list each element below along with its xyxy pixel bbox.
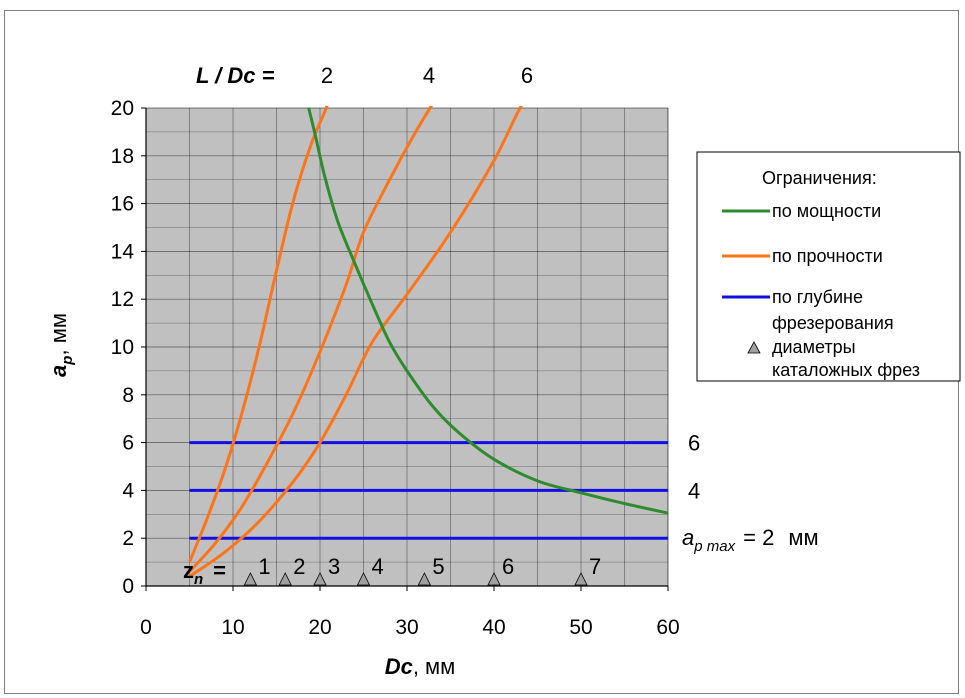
top-label-value: 4: [423, 63, 435, 88]
series-group: [188, 106, 669, 586]
legend-title: Ограничения:: [762, 168, 877, 188]
legend-item-depth-line2: фрезерования: [772, 313, 894, 333]
strength-curve-6: [188, 106, 524, 578]
catalog-diameter-marker: [487, 572, 501, 586]
ap-max-unit: мм: [788, 525, 818, 550]
depth-line-label: 6: [688, 431, 700, 456]
top-label-value: 6: [521, 63, 533, 88]
legend-swatch-triangle: [747, 341, 761, 354]
x-axis-title: Dc, мм: [385, 654, 456, 679]
legend-item-strength: по прочности: [772, 246, 883, 266]
catalog-diameter-marker: [243, 572, 258, 586]
ap-max-value: = 2: [743, 525, 774, 550]
y-tick-label: 0: [122, 575, 134, 598]
x-tick-label: 30: [395, 616, 418, 639]
y-tick-label: 2: [122, 527, 134, 550]
zn-value-label: 2: [293, 554, 305, 579]
zn-value-label: 7: [589, 554, 601, 579]
zn-value-label: 1: [258, 554, 270, 579]
y-tick-label: 12: [111, 288, 134, 311]
strength-curve-2: [188, 106, 329, 563]
grid-lines: [146, 108, 668, 586]
zn-sub: n: [194, 571, 203, 588]
x-tick-label: 50: [569, 616, 592, 639]
y-tick-label: 6: [122, 432, 134, 455]
legend-item-power: по мощности: [772, 201, 881, 221]
x-tick-label: 20: [308, 616, 331, 639]
x-axis-title-main: Dc: [385, 654, 413, 679]
y-axis-title-unit: , мм: [46, 313, 71, 355]
legend: Ограничения: по мощности по прочности по…: [696, 151, 961, 382]
x-axis-title-unit: , мм: [413, 654, 455, 679]
top-label-value: 2: [321, 63, 333, 88]
legend-item-depth-line1: по глубине: [772, 287, 863, 307]
power-curve: [307, 107, 669, 515]
ap-max-main: a: [682, 525, 694, 550]
y-axis-title-sub: p: [59, 356, 76, 366]
catalog-diameter-marker: [417, 572, 432, 586]
y-tick-label: 18: [111, 145, 134, 168]
y-axis-title: ap, мм: [46, 313, 76, 377]
ap-max-label: ap max = 2 мм: [682, 525, 819, 555]
zn-label: zn =: [183, 558, 226, 588]
zn-value-label: 6: [502, 554, 514, 579]
ap-max-sub: p max: [693, 538, 735, 555]
catalog-diameter-marker: [313, 572, 327, 586]
strength-curve-4: [188, 106, 434, 573]
top-label-prefix: L / Dc =: [196, 63, 275, 88]
legend-item-diam-line1: диаметры: [772, 337, 856, 357]
x-tick-label: 10: [221, 616, 244, 639]
zn-value-label: 5: [432, 554, 444, 579]
y-axis-title-main: a: [46, 365, 71, 377]
y-tick-label: 10: [111, 336, 134, 359]
zn-value-label: 4: [372, 554, 384, 579]
catalog-diameter-marker: [574, 572, 588, 586]
y-tick-label: 14: [111, 240, 135, 263]
legend-box: [696, 151, 961, 382]
catalog-diameter-marker: [356, 572, 371, 586]
legend-item-diam-line2: каталожных фрез: [772, 360, 920, 380]
zn-value-label: 3: [328, 554, 340, 579]
y-tick-label: 8: [122, 384, 134, 407]
x-tick-label: 60: [656, 616, 679, 639]
catalog-diameter-marker: [278, 572, 292, 586]
x-tick-label: 0: [140, 616, 152, 639]
zn-eq: =: [213, 558, 226, 583]
zn-main: z: [183, 558, 194, 583]
y-tick-label: 4: [122, 479, 134, 502]
x-tick-label: 40: [482, 616, 505, 639]
y-tick-label: 20: [111, 97, 134, 120]
y-tick-label: 16: [111, 193, 134, 216]
label-group: 642 4 61 2 3 4 5 6 7: [258, 63, 700, 579]
depth-line-label: 4: [688, 478, 700, 503]
